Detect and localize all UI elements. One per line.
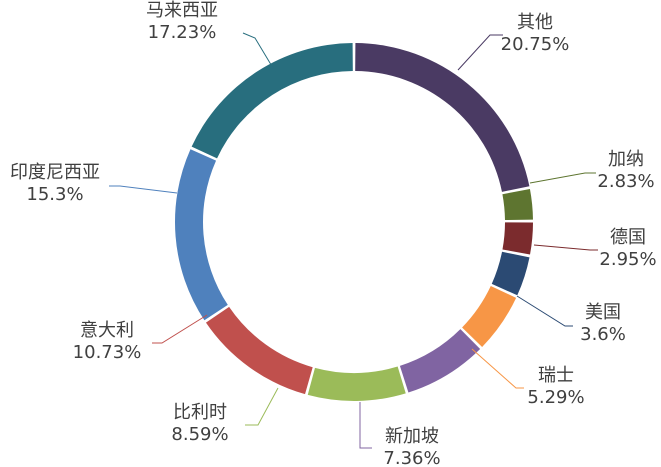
slice-label-比利时: 比利时 <box>173 402 227 423</box>
slice-value-美国: 3.6% <box>580 324 626 345</box>
slice-美国 <box>491 251 530 296</box>
slice-value-新加坡: 7.36% <box>383 448 440 467</box>
leader-line-德国 <box>533 244 598 251</box>
slice-马来西亚 <box>191 43 353 159</box>
leader-line-比利时 <box>245 387 279 426</box>
slice-其他 <box>355 43 530 192</box>
leader-line-加纳 <box>529 172 596 184</box>
leader-line-瑞士 <box>471 348 524 389</box>
slice-比利时 <box>307 366 406 401</box>
slice-label-印度尼西亚: 印度尼西亚 <box>10 162 100 183</box>
slice-value-德国: 2.95% <box>599 249 656 270</box>
leader-line-意大利 <box>152 314 208 344</box>
slice-加纳 <box>502 189 533 221</box>
slice-瑞士 <box>462 285 517 348</box>
slice-value-瑞士: 5.29% <box>527 387 584 408</box>
slice-value-马来西亚: 17.23% <box>148 22 217 43</box>
leader-line-新加坡 <box>359 402 372 449</box>
slice-value-意大利: 10.73% <box>73 342 142 363</box>
slice-value-加纳: 2.83% <box>597 171 654 192</box>
leader-line-其他 <box>457 34 503 71</box>
leader-line-印度尼西亚 <box>109 185 178 194</box>
slice-新加坡 <box>399 329 481 393</box>
slice-label-马来西亚: 马来西亚 <box>146 0 218 21</box>
slice-label-其他: 其他 <box>517 12 553 33</box>
slice-value-印度尼西亚: 15.3% <box>26 184 83 205</box>
slice-意大利 <box>205 306 313 395</box>
slice-label-意大利: 意大利 <box>80 320 134 341</box>
slice-value-其他: 20.75% <box>501 34 570 55</box>
slice-德国 <box>502 222 533 255</box>
slice-label-德国: 德国 <box>610 227 646 248</box>
slice-印度尼西亚 <box>175 149 228 321</box>
leader-line-马来西亚 <box>242 32 277 74</box>
slice-label-新加坡: 新加坡 <box>385 426 439 447</box>
slice-value-比利时: 8.59% <box>171 424 228 445</box>
slice-label-美国: 美国 <box>585 302 621 323</box>
leader-line-美国 <box>516 295 573 327</box>
slice-label-加纳: 加纳 <box>608 149 644 170</box>
slice-label-瑞士: 瑞士 <box>538 365 574 386</box>
